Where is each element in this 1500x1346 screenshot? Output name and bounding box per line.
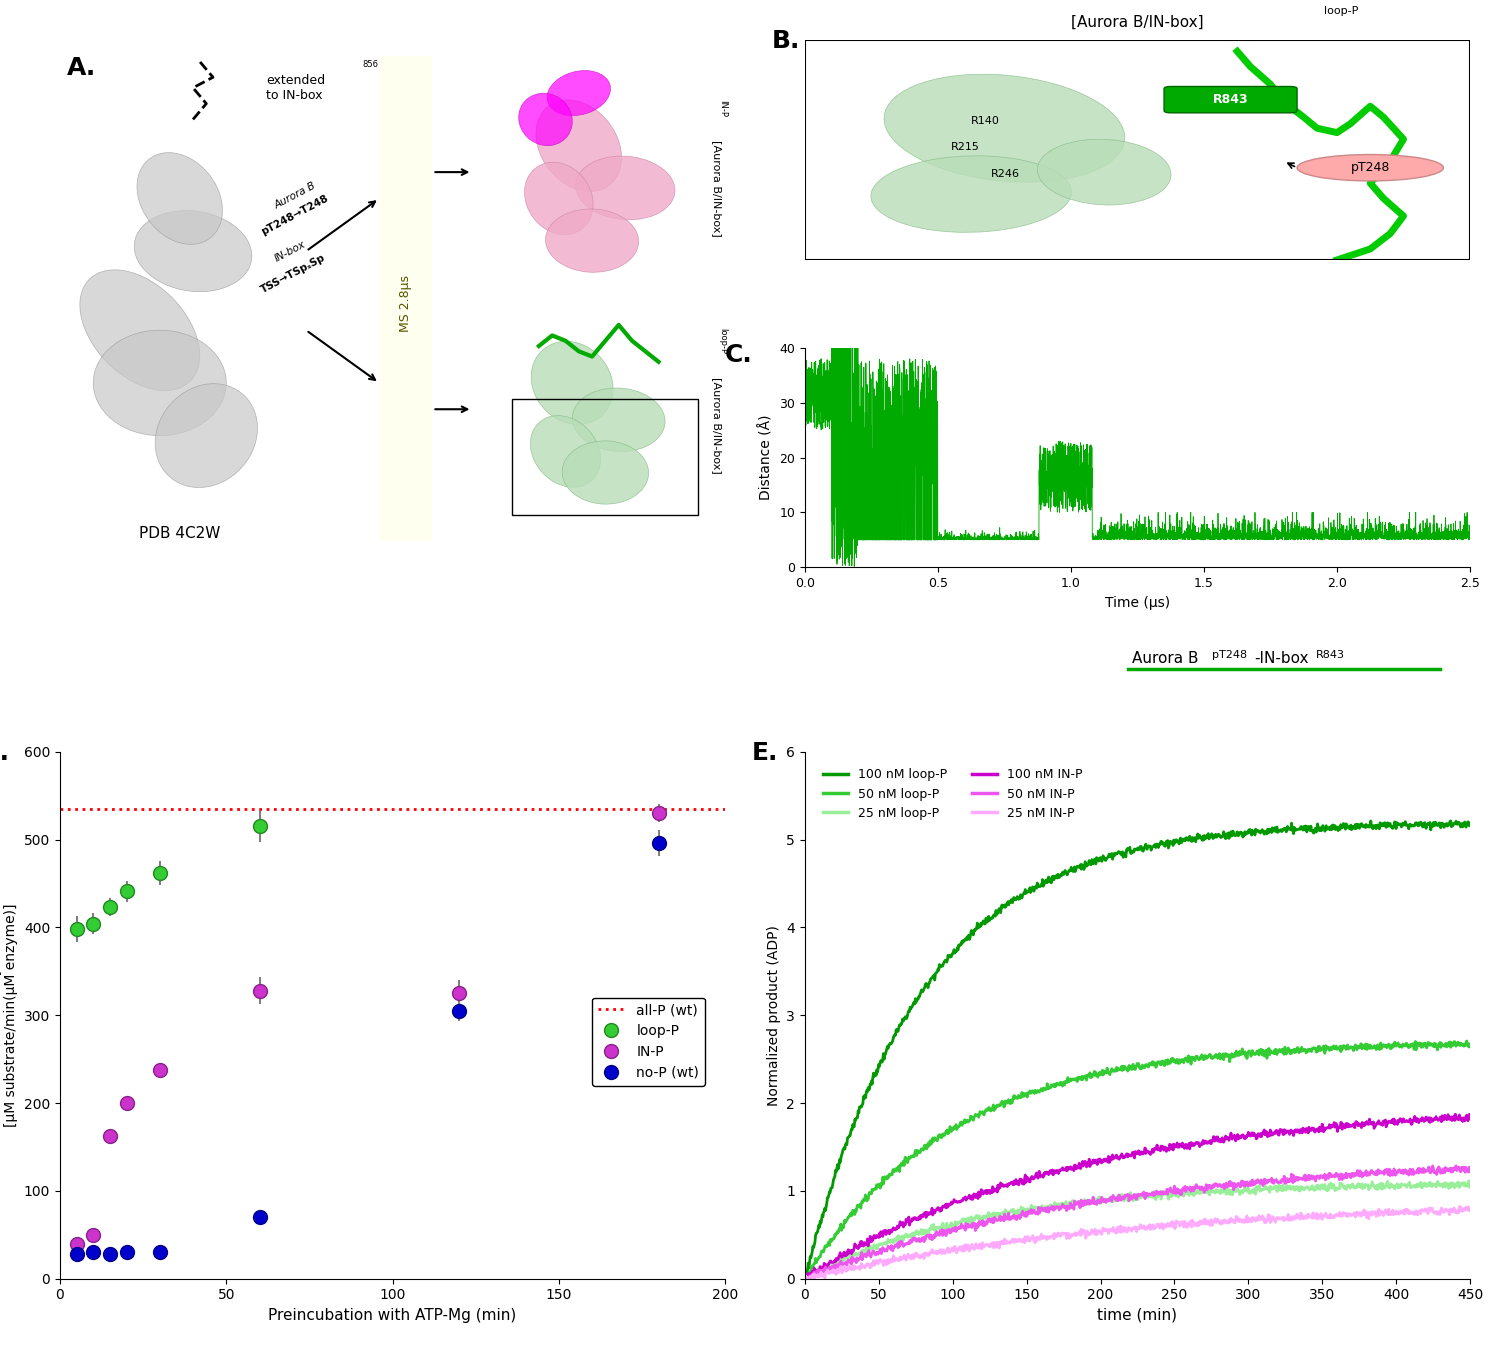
Ellipse shape [154,384,258,487]
Ellipse shape [134,210,252,292]
Text: B.: B. [771,30,800,54]
Text: extended
to IN-box: extended to IN-box [266,74,326,102]
Ellipse shape [536,100,621,191]
Text: Aurora B: Aurora B [273,180,318,211]
Text: R140: R140 [970,116,1000,125]
X-axis label: time (min): time (min) [1098,1308,1178,1323]
Bar [380,57,432,541]
Text: IN-box: IN-box [273,240,308,264]
Ellipse shape [531,342,614,424]
Ellipse shape [871,156,1071,233]
Ellipse shape [884,74,1125,182]
Text: 856: 856 [363,59,378,69]
Ellipse shape [136,152,222,245]
Ellipse shape [1298,155,1443,180]
Text: -IN-box: -IN-box [1254,651,1308,666]
Text: [Aurora B/IN-box]: [Aurora B/IN-box] [712,140,722,237]
Text: TSS→TSpₛSp: TSS→TSpₛSp [260,253,327,295]
X-axis label: Preincubation with ATP-Mg (min): Preincubation with ATP-Mg (min) [268,1308,516,1323]
Text: pT248→T248: pT248→T248 [260,194,330,237]
Ellipse shape [93,330,226,436]
Ellipse shape [548,70,610,116]
Y-axis label: Normalized product (ADP): Normalized product (ADP) [766,925,782,1105]
Legend: all-P (wt), loop-P, IN-P, no-P (wt): all-P (wt), loop-P, IN-P, no-P (wt) [592,997,705,1085]
Text: loop-P: loop-P [1323,7,1358,16]
Ellipse shape [519,93,573,145]
Text: [Aurora B/IN-box]: [Aurora B/IN-box] [712,377,722,474]
Text: R215: R215 [951,143,980,152]
Text: A.: A. [66,57,96,81]
Text: loop-P: loop-P [718,327,728,354]
X-axis label: Time (μs): Time (μs) [1106,595,1170,610]
Text: R246: R246 [992,168,1020,179]
Ellipse shape [1038,139,1172,205]
Text: Aurora B: Aurora B [1132,651,1198,666]
Ellipse shape [562,441,648,505]
Ellipse shape [525,162,592,234]
Text: MS 2.8μs: MS 2.8μs [399,276,412,332]
Ellipse shape [80,269,200,390]
Text: E.: E. [752,742,778,766]
Text: PDB 4C2W: PDB 4C2W [140,526,220,541]
Ellipse shape [546,209,639,272]
Text: IN-P: IN-P [718,101,728,117]
Y-axis label: Initial velocity
[μM substrate/min(μM enzyme)]: Initial velocity [μM substrate/min(μM en… [0,903,18,1127]
FancyBboxPatch shape [1164,86,1298,113]
Text: pT248: pT248 [1350,162,1390,174]
Text: C.: C. [724,343,753,367]
Text: R843: R843 [1316,650,1344,660]
Ellipse shape [573,388,664,451]
Text: pT248: pT248 [1212,650,1246,660]
Text: R843: R843 [1214,93,1248,106]
Ellipse shape [531,416,600,487]
Text: [Aurora B/IN-box]: [Aurora B/IN-box] [1071,15,1204,30]
Text: D.: D. [0,742,10,766]
Ellipse shape [576,156,675,219]
Legend: 100 nM loop-P, 50 nM loop-P, 25 nM loop-P, 100 nM IN-P, 50 nM IN-P, 25 nM IN-P: 100 nM loop-P, 50 nM loop-P, 25 nM loop-… [818,763,1088,825]
Y-axis label: Distance (Å): Distance (Å) [759,415,774,501]
